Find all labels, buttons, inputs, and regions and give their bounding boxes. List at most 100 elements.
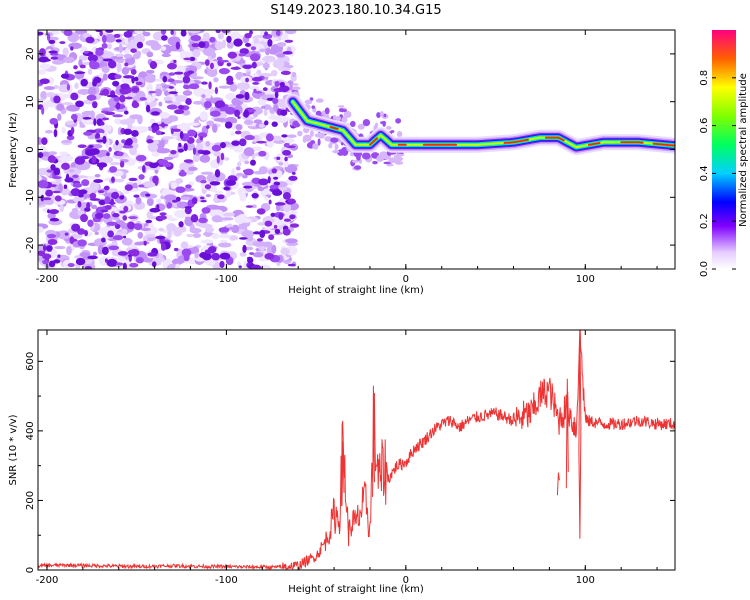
noise-blob: [170, 181, 178, 190]
noise-blob: [65, 173, 70, 182]
noise-blob: [264, 252, 275, 260]
noise-blob: [72, 174, 79, 179]
noise-blob: [87, 255, 98, 260]
colorbar: 0.0 0.2 0.4 0.6 0.8 Normalized spectral ampl…: [699, 30, 749, 277]
noise-blob: [167, 230, 172, 239]
noise-blob: [186, 122, 200, 126]
noise-blob: [100, 60, 105, 67]
noise-blob: [145, 104, 151, 113]
noise-blob: [226, 80, 234, 85]
noise-blob: [47, 209, 51, 214]
noise-blob: [199, 154, 211, 163]
noise-blob: [174, 263, 181, 269]
noise-blob: [123, 128, 133, 135]
snr-frame: [37, 329, 676, 571]
noise-blob: [258, 48, 267, 53]
noise-blob: [99, 156, 114, 164]
noise-blob: [268, 234, 275, 241]
noise-blob: [202, 32, 210, 40]
noise-blob: [256, 140, 267, 144]
noise-blob: [241, 230, 255, 238]
noise-blob: [41, 151, 50, 157]
noise-blob: [101, 246, 109, 255]
ridge-halo: [338, 108, 348, 113]
noise-blob: [124, 48, 130, 56]
noise-blob: [271, 121, 278, 127]
noise-blob: [187, 129, 197, 137]
x-tick-label: -200: [36, 575, 59, 586]
noise-blob: [152, 256, 165, 263]
noise-blob: [116, 151, 124, 157]
noise-blob: [136, 41, 144, 49]
noise-blob: [97, 190, 105, 194]
noise-blob: [213, 151, 222, 157]
noise-blob: [202, 252, 212, 261]
noise-blob: [223, 157, 230, 161]
noise-blob: [106, 152, 110, 157]
noise-blob: [70, 188, 81, 197]
noise-blob: [274, 228, 281, 234]
noise-blob: [146, 211, 153, 219]
ridge-halo: [304, 99, 313, 105]
noise-blob: [252, 81, 260, 85]
noise-blob: [243, 168, 254, 176]
noise-blob: [79, 251, 91, 258]
noise-blob: [46, 233, 57, 239]
noise-blob: [168, 86, 174, 89]
noise-blob: [111, 176, 115, 183]
noise-blob: [94, 231, 99, 236]
noise-blob: [215, 30, 221, 34]
noise-blob: [72, 182, 83, 188]
noise-blob: [260, 105, 266, 109]
noise-blob: [131, 87, 139, 92]
noise-blob: [258, 258, 269, 262]
ridge-band: [291, 100, 675, 149]
ridge-halo: [328, 142, 333, 149]
noise-blob: [244, 135, 255, 141]
noise-blob: [92, 57, 97, 61]
noise-blob: [161, 122, 166, 128]
noise-blob: [264, 196, 269, 201]
noise-blob: [115, 256, 126, 262]
noise-blob: [274, 80, 280, 87]
noise-blob: [61, 101, 74, 106]
noise-blob: [66, 104, 80, 112]
noise-blob: [265, 89, 272, 96]
noise-blob: [201, 150, 211, 155]
noise-blob: [93, 179, 104, 183]
noise-blob: [88, 145, 94, 148]
noise-blob: [108, 147, 112, 152]
noise-blob: [52, 190, 61, 194]
noise-blob: [80, 78, 89, 87]
noise-blob: [115, 39, 122, 43]
noise-blob: [145, 193, 151, 197]
noise-blob: [59, 204, 64, 213]
noise-blob: [250, 264, 262, 269]
noise-blob: [77, 200, 82, 208]
noise-blob: [70, 46, 74, 51]
noise-blob: [124, 184, 133, 191]
noise-blob: [89, 192, 97, 200]
noise-blob: [108, 245, 120, 251]
noise-blob: [119, 86, 130, 95]
noise-blob: [106, 94, 118, 98]
noise-blob: [134, 241, 146, 246]
noise-blob: [131, 129, 139, 137]
noise-blob: [156, 204, 160, 210]
noise-blob: [80, 213, 89, 223]
noise-blob: [125, 138, 133, 146]
ridge-halo: [291, 91, 300, 95]
noise-blob: [242, 64, 253, 69]
noise-blob: [284, 164, 298, 173]
noise-blob: [233, 38, 243, 47]
noise-blob: [284, 156, 288, 162]
noise-blob: [273, 181, 281, 186]
noise-blob: [270, 69, 278, 77]
noise-blob: [278, 213, 284, 220]
noise-blob: [155, 198, 162, 204]
noise-blob: [66, 84, 71, 91]
noise-blob: [274, 91, 279, 99]
noise-blob: [244, 42, 252, 47]
noise-blob: [275, 30, 281, 36]
noise-blob: [214, 86, 218, 95]
